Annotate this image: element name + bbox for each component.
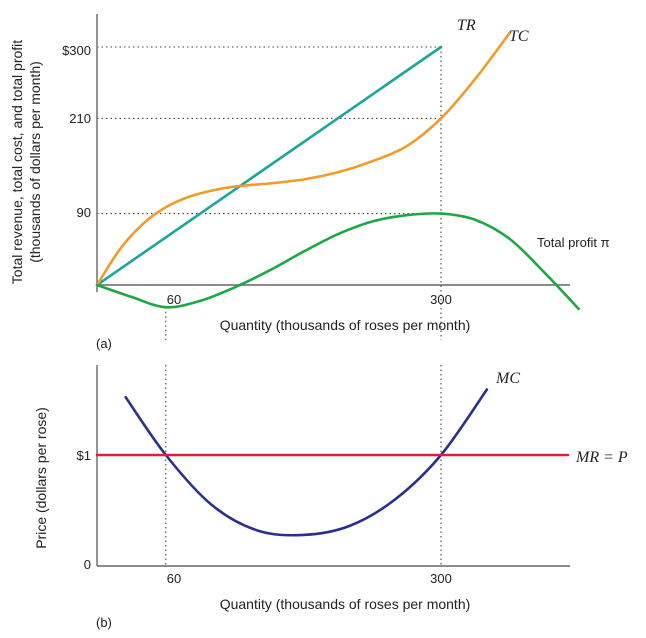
panel-a-y-axis-title-line2: (thousands of dollars per month): [27, 61, 43, 263]
panel-a-curves: [95, 31, 580, 311]
panel-b-curves: [95, 388, 570, 537]
panel-a-y-axis-title-line1: Total revenue, total cost, and total pro…: [9, 40, 25, 284]
panel-a: $300 210 90 60 300 Quantity (thousands o…: [9, 14, 610, 351]
profit-curve-label: Total profit π: [537, 235, 610, 250]
panel-b-x-axis-title: Quantity (thousands of roses per month): [220, 596, 471, 612]
tc-curve-label: TC: [509, 28, 529, 45]
panel-a-guides: [97, 46, 442, 340]
panel-a-x-tick-60: 60: [167, 292, 181, 307]
panel-a-y-tick-90: 90: [77, 205, 91, 220]
panel-a-label: (a): [96, 336, 112, 351]
mc-curve: [124, 388, 489, 537]
panel-b: $1 0 60 300 Quantity (thousands of roses…: [33, 365, 628, 630]
tr-curve-label: TR: [457, 17, 476, 34]
panel-b-y-tick-1: $1: [77, 448, 91, 463]
panel-a-x-tick-300: 300: [430, 292, 452, 307]
panel-b-guides: [165, 365, 442, 566]
panel-b-x-tick-300: 300: [430, 571, 452, 586]
tc-curve: [95, 31, 512, 287]
mc-curve-label: MC: [495, 370, 520, 387]
mr-p-curve-label: MR = P: [575, 449, 628, 466]
total-profit-curve: [95, 212, 580, 311]
tr-curve: [95, 45, 443, 287]
panel-b-y-tick-0: 0: [84, 557, 91, 572]
panel-b-label: (b): [96, 615, 112, 630]
panel-a-x-axis-title: Quantity (thousands of roses per month): [220, 317, 471, 333]
panel-b-x-tick-60: 60: [167, 571, 181, 586]
panel-a-y-tick-300: $300: [62, 43, 91, 58]
panel-a-y-tick-210: 210: [69, 111, 91, 126]
panel-b-y-axis-title: Price (dollars per rose): [33, 407, 49, 549]
